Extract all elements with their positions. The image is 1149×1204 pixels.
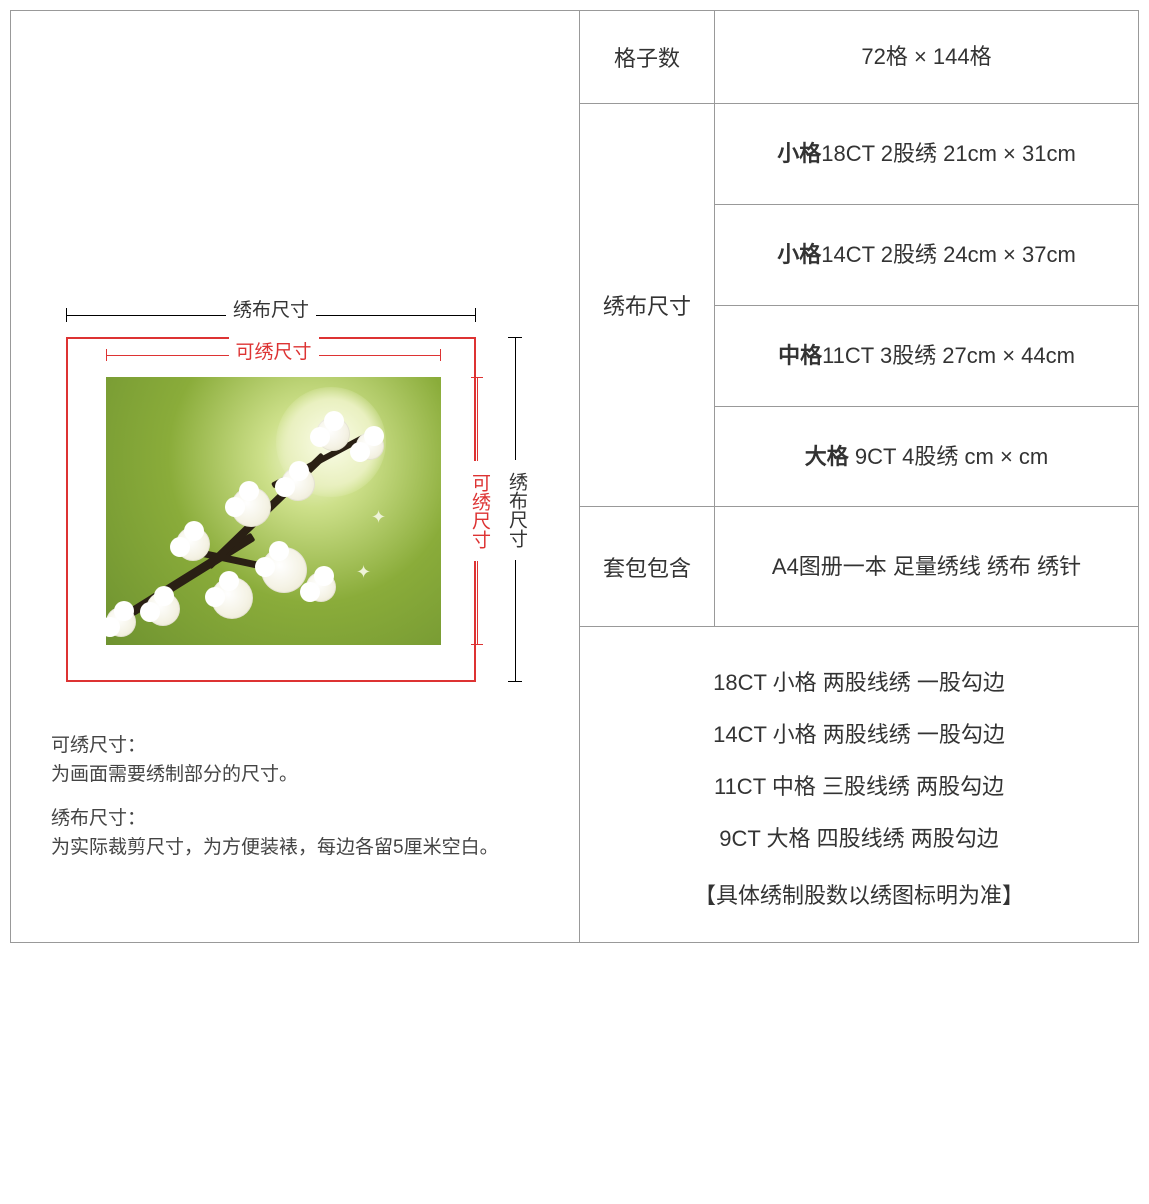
desc-fabric-size-title: 绣布尺寸： (51, 804, 554, 833)
desc-stitch-size-body: 为画面需要绣制部分的尺寸。 (51, 760, 554, 789)
description-block: 可绣尺寸： 为画面需要绣制部分的尺寸。 绣布尺寸： 为实际裁剪尺寸，为方便装裱，… (51, 731, 554, 863)
size-diagram: 绣布尺寸 可绣尺寸 (51, 301, 531, 701)
note-line: 9CT 大格 四股线绣 两股勾边 (608, 813, 1110, 865)
dim-top-inner-label: 可绣尺寸 (229, 337, 319, 364)
note-line: 14CT 小格 两股线绣 一股勾边 (608, 709, 1110, 761)
left-panel: 绣布尺寸 可绣尺寸 (11, 11, 580, 942)
row-grid: 格子数 72格 × 144格 (580, 11, 1138, 104)
row-notes: 18CT 小格 两股线绣 一股勾边 14CT 小格 两股线绣 一股勾边 11CT… (580, 627, 1138, 941)
fabric-size-item: 中格11CT 3股绣 27cm × 44cm (715, 306, 1138, 407)
row-grid-value: 72格 × 144格 (715, 11, 1138, 103)
note-line: 11CT 中格 三股线绣 两股勾边 (608, 761, 1110, 813)
fabric-size-item: 小格14CT 2股绣 24cm × 37cm (715, 205, 1138, 306)
pattern-image: ✦ ✦ (106, 377, 441, 645)
dim-right-inner-label: 可绣尺寸 (466, 461, 493, 561)
row-kit-value: A4图册一本 足量绣线 绣布 绣针 (715, 507, 1138, 626)
dim-right-outer: 绣布尺寸 (501, 337, 531, 682)
dim-top-outer-label: 绣布尺寸 (226, 295, 316, 322)
row-kit-label: 套包包含 (580, 507, 715, 626)
dim-top-outer: 绣布尺寸 (66, 301, 476, 331)
desc-stitch-size-title: 可绣尺寸： (51, 731, 554, 760)
row-kit: 套包包含 A4图册一本 足量绣线 绣布 绣针 (580, 507, 1138, 627)
row-grid-label: 格子数 (580, 11, 715, 103)
row-fabric-values: 小格18CT 2股绣 21cm × 31cm 小格14CT 2股绣 24cm ×… (715, 104, 1138, 507)
fabric-size-item: 大格 9CT 4股绣 cm × cm (715, 407, 1138, 507)
dim-right-outer-label: 绣布尺寸 (503, 460, 530, 560)
spec-table: 格子数 72格 × 144格 绣布尺寸 小格18CT 2股绣 21cm × 31… (580, 11, 1138, 942)
note-line: 18CT 小格 两股线绣 一股勾边 (608, 657, 1110, 709)
desc-fabric-size-body: 为实际裁剪尺寸，为方便装裱，每边各留5厘米空白。 (51, 833, 554, 862)
dim-right-inner: 可绣尺寸 (465, 377, 493, 645)
note-line-final: 【具体绣制股数以绣图标明为准】 (608, 870, 1110, 922)
dim-top-inner: 可绣尺寸 (106, 343, 441, 371)
row-fabric: 绣布尺寸 小格18CT 2股绣 21cm × 31cm 小格14CT 2股绣 2… (580, 104, 1138, 508)
row-fabric-label: 绣布尺寸 (580, 104, 715, 507)
spec-card: 绣布尺寸 可绣尺寸 (10, 10, 1139, 943)
fabric-size-item: 小格18CT 2股绣 21cm × 31cm (715, 104, 1138, 205)
